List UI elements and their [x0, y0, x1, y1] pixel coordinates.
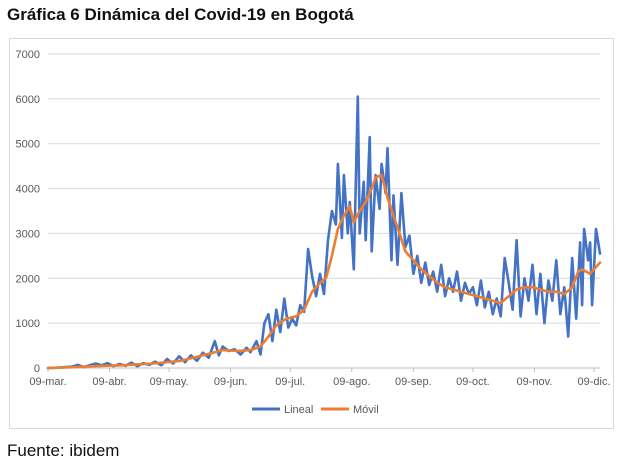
- x-tick-label: 09-jul.: [275, 376, 305, 388]
- gridlines: [48, 53, 600, 369]
- series-line-lineal: [46, 95, 602, 370]
- x-tick-label: 09-abr.: [92, 376, 126, 388]
- source-note: Fuente: ibidem: [7, 441, 120, 460]
- series-lines: [46, 95, 602, 370]
- x-tick-label: 09-nov.: [517, 376, 553, 388]
- x-tick-label: 09-mar.: [29, 376, 66, 388]
- x-tick-label: 09-sep.: [395, 376, 432, 388]
- x-axis-ticks: 09-mar. 09-abr. 09-may. 09-jun. 09-jul. 09-ag…: [29, 368, 611, 388]
- chart-title: Gráfica 6 Dinámica del Covid-19 en Bogot…: [7, 5, 354, 24]
- y-tick-label: 6000: [16, 94, 40, 106]
- y-tick-label: 1000: [16, 318, 40, 330]
- y-axis-ticks: 0 1000 2000 3000 4000 5000 6000 7000: [16, 49, 40, 375]
- x-tick-label: 09-jun.: [214, 376, 248, 388]
- x-tick-label: 09-may.: [150, 376, 189, 388]
- x-tick-label: 09-ago.: [333, 376, 370, 388]
- y-tick-label: 4000: [16, 184, 40, 196]
- y-tick-label: 0: [34, 363, 40, 375]
- y-tick-label: 7000: [16, 49, 40, 61]
- legend-label: Móvil: [353, 404, 379, 416]
- y-tick-label: 5000: [16, 139, 40, 151]
- legend: Lineal Móvil: [252, 404, 379, 416]
- y-tick-label: 3000: [16, 228, 40, 240]
- y-tick-label: 2000: [16, 273, 40, 285]
- legend-label: Lineal: [284, 404, 313, 416]
- series-line-móvil: [46, 173, 602, 370]
- x-tick-label: 09-dic.: [578, 376, 611, 388]
- x-tick-label: 09-oct.: [456, 376, 490, 388]
